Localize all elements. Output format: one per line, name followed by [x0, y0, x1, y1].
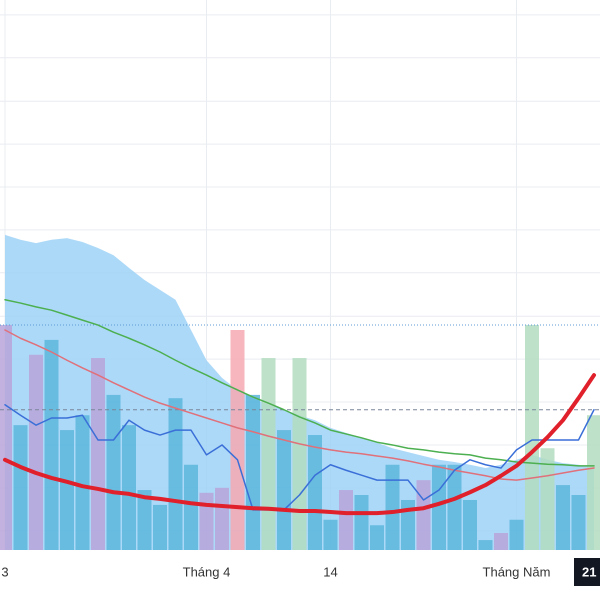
- line: [4, 299, 595, 467]
- volume-bar: [385, 464, 400, 550]
- x-tick-label: Tháng Năm: [483, 564, 551, 579]
- crosshair-label-box: [574, 558, 600, 586]
- volume-bar: [199, 492, 214, 550]
- volume-bar: [323, 519, 338, 550]
- volume-bar: [277, 430, 291, 550]
- volume-bar: [447, 464, 462, 550]
- volume-bar: [370, 525, 384, 550]
- line: [3, 373, 596, 516]
- volume-bar: [261, 358, 276, 550]
- volume-bar: [91, 358, 105, 550]
- volume-bar: [463, 499, 477, 550]
- volume-bar: [478, 540, 493, 550]
- volume-bar: [308, 435, 322, 550]
- volume-bar: [432, 464, 446, 550]
- volume-bar: [416, 480, 431, 550]
- volume-bar: [60, 430, 74, 550]
- line: [4, 404, 595, 511]
- x-tick-label: Tháng 4: [183, 564, 231, 579]
- volume-bar: [13, 425, 28, 550]
- volume-bar: [556, 485, 570, 550]
- volume-bar: [540, 448, 555, 550]
- x-tick-label: 21: [582, 564, 596, 579]
- volume-bar: [168, 398, 183, 550]
- volume-bar: [215, 487, 229, 550]
- volume-bar: [292, 358, 307, 550]
- volume-bar: [75, 415, 90, 550]
- area: [5, 234, 594, 550]
- volume-bar: [106, 394, 121, 550]
- volume-bar: [230, 330, 245, 550]
- x-tick-label: 3: [1, 564, 8, 579]
- volume-bar: [246, 394, 260, 550]
- volume-bar: [184, 464, 198, 550]
- volume-bar: [137, 490, 152, 550]
- volume-bar: [354, 495, 369, 550]
- volume-bar: [401, 499, 415, 550]
- volume-bar: [44, 339, 59, 550]
- volume-bar: [509, 519, 524, 550]
- volume-bar: [571, 495, 586, 550]
- x-tick-label: 14: [323, 564, 337, 579]
- volume-bar: [339, 490, 353, 550]
- volume-bar: [29, 354, 43, 550]
- volume-bar: [153, 504, 167, 550]
- volume-bar: [494, 532, 508, 550]
- volume-bar: [587, 415, 600, 550]
- volume-bar: [0, 325, 12, 550]
- volume-bar: [122, 425, 136, 550]
- volume-bar: [525, 325, 539, 550]
